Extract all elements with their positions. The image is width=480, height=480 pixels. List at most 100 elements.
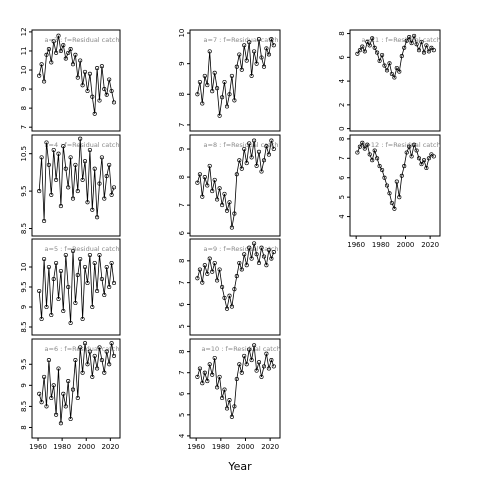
data-point xyxy=(37,391,42,396)
data-point xyxy=(58,421,63,426)
data-point xyxy=(409,154,414,159)
data-point xyxy=(99,155,104,160)
y-tick-label: 8.5 xyxy=(20,321,28,332)
series-line xyxy=(38,250,115,324)
data-point xyxy=(85,200,90,205)
data-point xyxy=(421,158,427,163)
data-point xyxy=(247,40,252,45)
y-tick-label: 8 xyxy=(178,175,186,179)
data-point xyxy=(78,256,83,262)
data-point xyxy=(252,241,257,246)
data-point xyxy=(207,256,212,261)
data-point xyxy=(412,33,417,38)
data-point xyxy=(66,379,71,384)
data-point xyxy=(51,147,56,153)
data-point xyxy=(266,366,271,371)
data-point xyxy=(46,358,51,363)
data-point xyxy=(66,185,71,190)
data-point xyxy=(220,95,225,100)
data-point xyxy=(431,154,436,159)
data-point xyxy=(97,252,102,258)
data-point xyxy=(61,43,66,48)
data-point xyxy=(70,387,76,392)
data-point xyxy=(90,374,95,379)
data-point xyxy=(404,150,409,155)
data-point xyxy=(370,158,375,163)
data-point xyxy=(224,104,230,109)
data-point xyxy=(239,166,244,171)
data-point xyxy=(61,144,66,149)
data-point xyxy=(205,379,210,384)
data-point xyxy=(360,44,365,49)
data-point xyxy=(202,73,207,78)
data-point xyxy=(58,48,63,54)
data-point xyxy=(404,38,409,43)
panel-title: a=10 : f=Residual catch xyxy=(201,345,280,353)
data-point xyxy=(407,35,412,40)
data-point xyxy=(85,88,90,94)
data-point xyxy=(82,159,88,164)
data-point xyxy=(402,164,407,169)
data-point xyxy=(387,191,392,196)
data-point xyxy=(266,152,271,157)
y-tick-label: 10.5 xyxy=(20,146,28,162)
data-point xyxy=(397,69,402,74)
data-point xyxy=(78,345,83,350)
data-point xyxy=(49,395,54,401)
x-tick-label: 2000 xyxy=(397,241,415,249)
data-point xyxy=(232,404,237,409)
y-tick-label: 9 xyxy=(178,147,186,151)
data-point xyxy=(95,66,100,71)
data-point xyxy=(102,87,107,92)
data-point xyxy=(49,60,54,65)
data-point xyxy=(377,58,382,63)
data-point xyxy=(200,381,205,386)
data-point xyxy=(239,370,244,375)
data-point xyxy=(247,347,252,352)
data-point xyxy=(421,50,427,55)
data-point xyxy=(249,358,254,363)
data-point xyxy=(202,370,207,375)
data-point xyxy=(222,191,227,196)
data-point xyxy=(224,406,230,411)
y-tick-label: 8 xyxy=(178,259,186,263)
y-tick-label: 9.5 xyxy=(20,359,28,370)
data-point xyxy=(367,43,372,48)
data-point xyxy=(372,45,377,50)
panel-title: a=7 : f=Residual catch xyxy=(204,36,279,44)
data-point xyxy=(39,316,44,322)
data-point xyxy=(80,316,85,322)
data-point xyxy=(111,280,117,286)
data-point xyxy=(207,362,212,367)
data-point xyxy=(82,264,88,270)
data-point xyxy=(389,71,394,77)
data-point xyxy=(44,404,49,409)
x-tick-label: 1960 xyxy=(347,241,365,249)
data-point xyxy=(46,264,51,270)
data-point xyxy=(227,92,232,97)
data-point xyxy=(99,64,104,69)
data-point xyxy=(264,263,269,268)
data-point xyxy=(70,196,76,201)
data-point xyxy=(109,192,114,197)
data-point xyxy=(387,61,392,66)
data-point xyxy=(200,280,205,285)
data-point xyxy=(37,73,42,78)
y-tick-label: 7 xyxy=(178,203,186,207)
y-tick-label: 7 xyxy=(178,280,186,284)
data-point xyxy=(261,64,267,69)
data-point xyxy=(68,47,73,52)
data-point xyxy=(85,362,90,367)
panel-frame xyxy=(31,338,121,439)
data-point xyxy=(365,39,370,44)
data-point xyxy=(416,48,422,53)
data-point xyxy=(402,45,407,50)
data-point xyxy=(264,46,269,51)
data-point xyxy=(224,306,230,311)
data-point xyxy=(234,376,239,382)
data-point xyxy=(63,56,68,61)
x-tick-label: 1980 xyxy=(212,443,230,451)
data-point xyxy=(259,245,264,250)
data-point xyxy=(104,92,109,97)
data-point xyxy=(104,264,109,270)
